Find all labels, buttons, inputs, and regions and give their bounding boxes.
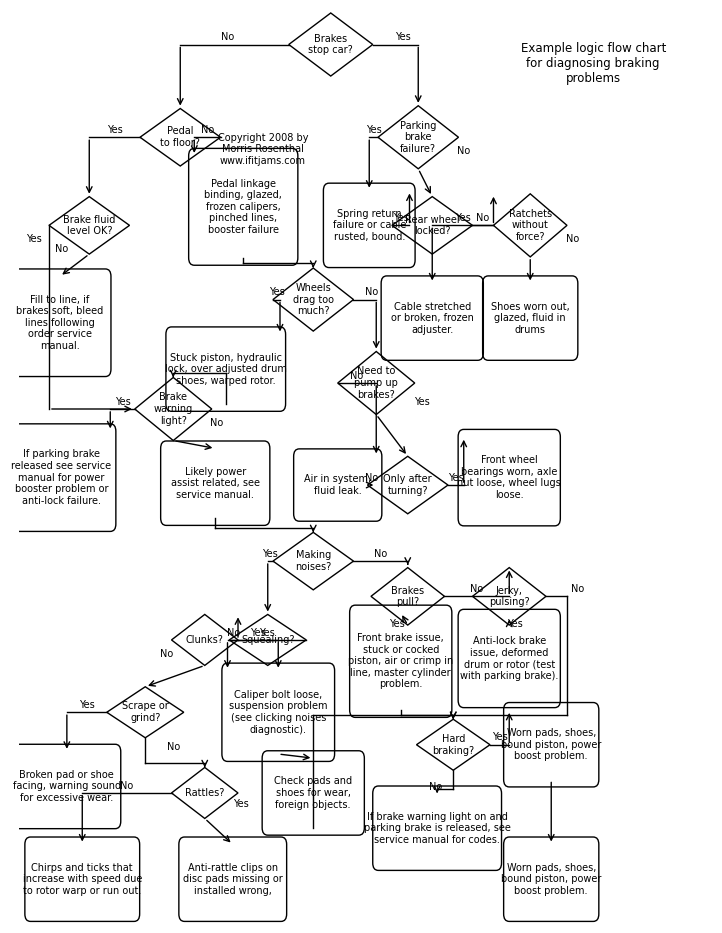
Text: Rear wheel
locked?: Rear wheel locked? xyxy=(405,215,460,236)
Text: Yes: Yes xyxy=(263,549,278,559)
Text: Brakes
pull?: Brakes pull? xyxy=(391,586,425,607)
Text: Making
noises?: Making noises? xyxy=(295,550,331,572)
Text: No: No xyxy=(374,549,387,559)
Text: Brake
warning
light?: Brake warning light? xyxy=(154,393,193,425)
Text: Yes: Yes xyxy=(395,32,410,42)
Text: Yes: Yes xyxy=(79,700,95,710)
Text: Caliper bolt loose,
suspension problem
(see clicking noises
diagnostic).: Caliper bolt loose, suspension problem (… xyxy=(229,689,328,734)
Text: Yes: Yes xyxy=(259,628,275,637)
Text: No: No xyxy=(430,782,443,792)
Text: No: No xyxy=(160,648,173,659)
Text: Air in system,
fluid leak.: Air in system, fluid leak. xyxy=(304,474,371,495)
Text: No: No xyxy=(571,584,584,594)
Text: Anti-lock brake
issue, deformed
drum or rotor (test
with parking brake).: Anti-lock brake issue, deformed drum or … xyxy=(460,636,558,681)
Text: Cable stretched
or broken, frozen
adjuster.: Cable stretched or broken, frozen adjust… xyxy=(391,301,474,335)
Text: Front brake issue,
stuck or cocked
piston, air or crimp in
line, master cylinder: Front brake issue, stuck or cocked pisto… xyxy=(348,634,453,689)
Text: No: No xyxy=(201,125,214,135)
Text: Fill to line, if
brakes soft, bleed
lines following
order service
manual.: Fill to line, if brakes soft, bleed line… xyxy=(16,295,103,351)
Text: Only after
turning?: Only after turning? xyxy=(383,474,432,495)
Text: No: No xyxy=(350,370,364,381)
Text: If parking brake
released see service
manual for power
booster problem or
anti-l: If parking brake released see service ma… xyxy=(12,450,111,506)
Text: Pedal linkage
binding, glazed,
frozen calipers,
pinched lines,
booster failure: Pedal linkage binding, glazed, frozen ca… xyxy=(204,178,282,235)
Text: No: No xyxy=(227,628,240,637)
Text: If brake warning light on and
parking brake is released, see
service manual for : If brake warning light on and parking br… xyxy=(364,812,510,844)
Text: Brakes
stop car?: Brakes stop car? xyxy=(308,34,353,55)
Text: Worn pads, shoes,
bound piston, power
boost problem.: Worn pads, shoes, bound piston, power bo… xyxy=(501,728,601,761)
Text: Check pads and
shoes for wear,
foreign objects.: Check pads and shoes for wear, foreign o… xyxy=(274,776,352,810)
Text: Need to
pump up
brakes?: Need to pump up brakes? xyxy=(355,367,398,399)
Text: Copyright 2008 by
Morris Rosenthal
www.ifitjams.com: Copyright 2008 by Morris Rosenthal www.i… xyxy=(217,132,308,166)
Text: Broken pad or shoe
facing, warning sound
for excessive wear.: Broken pad or shoe facing, warning sound… xyxy=(13,770,121,803)
Text: Yes: Yes xyxy=(366,125,381,135)
Text: Yes: Yes xyxy=(107,125,123,135)
Text: Yes: Yes xyxy=(507,620,523,629)
Text: No: No xyxy=(365,287,378,297)
Text: Yes: Yes xyxy=(251,628,266,637)
Text: Yes: Yes xyxy=(233,799,249,809)
Text: Rattles?: Rattles? xyxy=(185,788,225,798)
Text: Yes: Yes xyxy=(115,397,131,407)
Text: Yes: Yes xyxy=(26,234,42,244)
Text: Anti-rattle clips on
disc pads missing or
installed wrong,: Anti-rattle clips on disc pads missing o… xyxy=(183,863,282,896)
Text: Likely power
assist related, see
service manual.: Likely power assist related, see service… xyxy=(171,466,260,500)
Text: Worn pads, shoes,
bound piston, power
boost problem.: Worn pads, shoes, bound piston, power bo… xyxy=(501,863,601,896)
Text: Yes: Yes xyxy=(448,473,464,482)
Text: No: No xyxy=(477,213,490,223)
Text: Shoes worn out,
glazed, fluid in
drums: Shoes worn out, glazed, fluid in drums xyxy=(491,301,570,335)
Text: No: No xyxy=(121,781,134,790)
Text: Front wheel
bearings worn, axle
nut loose, wheel lugs
loose.: Front wheel bearings worn, axle nut loos… xyxy=(457,455,561,500)
Text: Wheels
drag too
much?: Wheels drag too much? xyxy=(292,283,334,316)
Text: Jerky,
pulsing?: Jerky, pulsing? xyxy=(489,586,529,607)
Text: Parking
brake
failure?: Parking brake failure? xyxy=(400,120,436,154)
Text: Squealing?: Squealing? xyxy=(241,635,295,645)
Text: Ratchets
without
force?: Ratchets without force? xyxy=(509,209,552,242)
Text: Yes: Yes xyxy=(269,287,284,297)
Text: Pedal
to floor?: Pedal to floor? xyxy=(160,127,200,148)
Text: Yes: Yes xyxy=(455,213,471,223)
Text: No: No xyxy=(167,742,180,752)
Text: No: No xyxy=(457,146,470,156)
Text: Yes: Yes xyxy=(393,213,409,223)
Text: No: No xyxy=(210,418,223,428)
Text: Example logic flow chart
for diagnosing braking
problems: Example logic flow chart for diagnosing … xyxy=(521,42,666,85)
Text: No: No xyxy=(221,32,234,42)
Text: No: No xyxy=(470,584,484,594)
Text: No: No xyxy=(565,234,579,244)
Text: Yes: Yes xyxy=(414,397,430,407)
Text: Stuck piston, hydraulic
lock, over adjusted drum
shoes, warped rotor.: Stuck piston, hydraulic lock, over adjus… xyxy=(165,353,287,385)
Text: Hard
braking?: Hard braking? xyxy=(432,734,474,756)
Text: Yes: Yes xyxy=(492,732,508,743)
Text: Clunks?: Clunks? xyxy=(186,635,224,645)
Text: No: No xyxy=(365,473,378,482)
Text: Brake fluid
level OK?: Brake fluid level OK? xyxy=(63,215,116,236)
Text: Yes: Yes xyxy=(389,620,405,629)
Text: Scrape or
grind?: Scrape or grind? xyxy=(122,702,169,723)
Text: Spring return
failure or cable
rusted, bound.: Spring return failure or cable rusted, b… xyxy=(333,209,406,242)
Text: Chirps and ticks that
increase with speed due
to rotor warp or run out.: Chirps and ticks that increase with spee… xyxy=(22,863,142,896)
Text: No: No xyxy=(55,244,69,254)
